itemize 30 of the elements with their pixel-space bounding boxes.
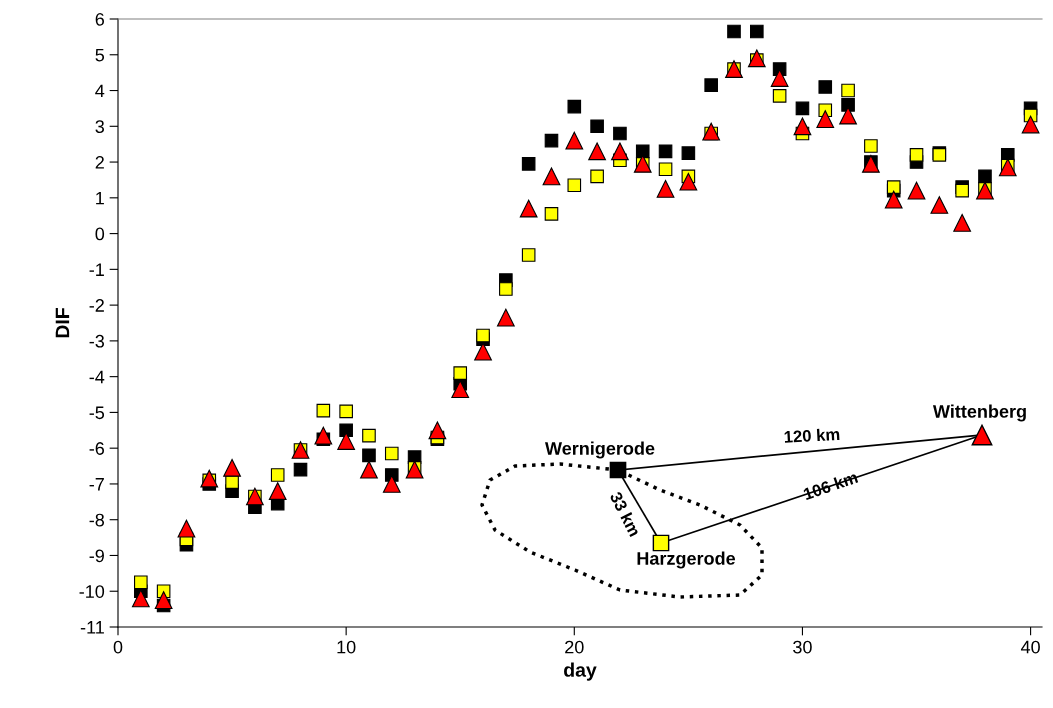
annotation: 33 km [609,490,642,538]
annotation: Wernigerode [545,441,655,459]
y-tick-label: 1 [96,191,104,205]
x-tick-label: 10 [337,640,356,654]
y-tick-label: -1 [89,263,104,276]
y-tick-label: -10 [79,585,105,598]
y-axis-title: DIF [55,308,70,338]
y-tick-label: -7 [89,478,104,491]
y-tick-label: -9 [89,549,104,563]
y-tick-label: -8 [89,513,105,527]
y-tick-label: 2 [95,155,104,169]
x-tick-label: 40 [1020,640,1040,654]
y-tick-label: 3 [95,120,105,134]
annotation: 120 km [784,427,840,443]
x-tick-label: 30 [793,640,812,654]
y-tick-label: -3 [89,334,105,348]
y-tick-label: -2 [89,299,104,312]
y-tick-label: 4 [95,84,105,98]
x-axis-title: day [564,662,597,681]
annotation: Wittenberg [932,404,1026,422]
y-tick-label: 5 [95,48,105,62]
y-tick-label: 6 [95,12,105,26]
y-tick-label: -6 [89,442,105,455]
x-tick-label: 20 [565,640,584,654]
y-tick-label: 0 [95,227,105,241]
y-tick-label: -4 [89,370,105,384]
x-tick-label: 0 [113,640,123,654]
y-tick-label: -5 [89,406,105,420]
annotation: Harzgerode [637,551,736,569]
y-tick-label: -11 [80,621,104,634]
